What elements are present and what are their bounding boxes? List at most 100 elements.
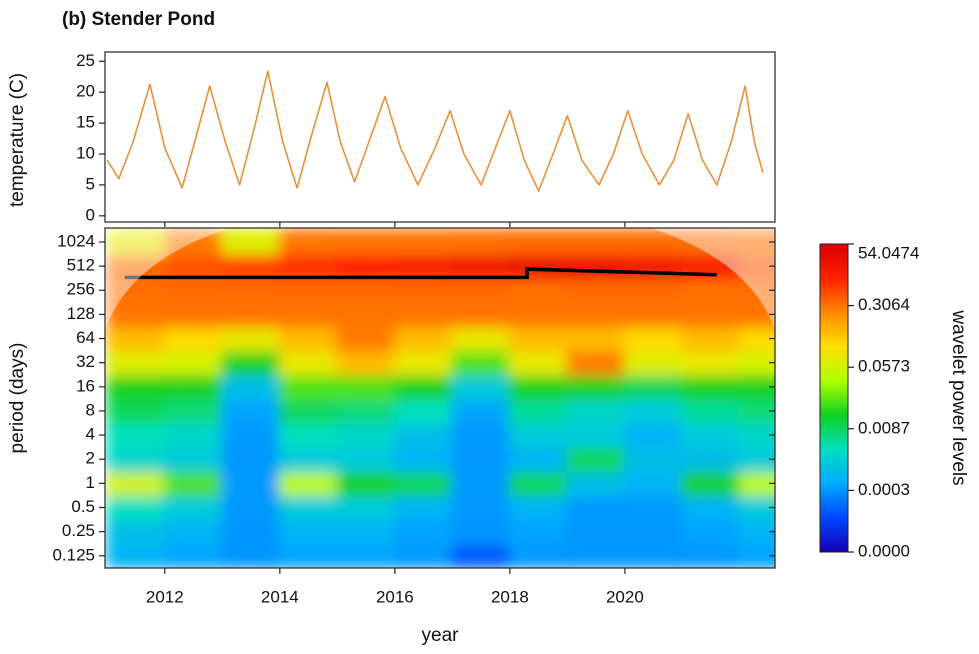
x-tick-label: 2014 <box>261 587 299 606</box>
heat-cell <box>681 349 741 376</box>
chart-title: (b) Stender Pond <box>62 9 215 30</box>
heat-cell <box>623 277 684 304</box>
colorbar-tick-label: 0.0003 <box>858 480 910 499</box>
heat-cell <box>681 325 741 352</box>
heat-cell <box>508 518 569 545</box>
heat-cell <box>451 349 511 376</box>
heat-cell <box>278 277 339 304</box>
heat-cell <box>681 301 741 328</box>
heat-cell <box>681 494 741 521</box>
heat-cell <box>623 542 684 568</box>
y-tick-label: 0.25 <box>62 521 95 540</box>
heat-cell <box>738 325 775 352</box>
heat-cell <box>106 494 166 521</box>
heat-cell <box>106 228 166 256</box>
heat-cell <box>451 446 511 473</box>
heat-cell <box>221 518 281 545</box>
heat-cell <box>508 542 569 568</box>
heat-cell <box>393 470 454 497</box>
heat-cell <box>623 325 684 352</box>
heat-cell <box>738 470 775 497</box>
heat-cell <box>508 325 569 352</box>
heat-cell <box>738 542 775 568</box>
heat-cell <box>278 542 339 568</box>
heat-cell <box>163 518 224 545</box>
heat-cell <box>163 397 224 425</box>
heat-cell <box>623 518 684 545</box>
heat-cell <box>681 277 741 304</box>
y-tick-label: 0.5 <box>71 497 95 516</box>
heat-cell <box>106 301 166 328</box>
heat-cell <box>623 397 684 425</box>
heat-cell <box>278 494 339 521</box>
colorbar <box>819 243 849 553</box>
heat-cell <box>278 470 339 497</box>
heat-cell <box>221 373 281 400</box>
heat-cell <box>163 325 224 352</box>
heat-cell <box>451 422 511 449</box>
heat-cell <box>566 349 626 376</box>
y-axis-label: period (days) <box>7 343 28 454</box>
x-tick-label: 2016 <box>376 587 414 606</box>
y-tick-label: 0.125 <box>52 545 95 564</box>
heat-cell <box>738 446 775 473</box>
y-tick-label: 0 <box>86 205 95 224</box>
heat-cell <box>221 397 281 425</box>
heat-cell <box>336 518 396 545</box>
heat-cell <box>738 349 775 376</box>
heat-cell <box>738 228 775 256</box>
heat-cell <box>163 228 224 256</box>
heat-cell <box>106 373 166 400</box>
heat-cell <box>336 301 396 328</box>
y-tick-label: 128 <box>67 304 95 323</box>
heat-cell <box>336 277 396 304</box>
heat-cell <box>566 470 626 497</box>
heat-cell <box>681 470 741 497</box>
y-tick-label: 5 <box>86 174 95 193</box>
y-tick-label: 2 <box>86 449 95 468</box>
heat-cell <box>738 397 775 425</box>
y-tick-label: 25 <box>76 51 95 70</box>
heat-cell <box>451 253 511 280</box>
heat-cell <box>566 397 626 425</box>
heat-cell <box>163 373 224 400</box>
y-tick-label: 1 <box>86 473 95 492</box>
heat-cell <box>336 446 396 473</box>
heat-cell <box>566 253 626 280</box>
temperature-line <box>106 70 764 192</box>
heat-cell <box>508 373 569 400</box>
heat-cell <box>566 422 626 449</box>
heat-cell <box>566 228 626 256</box>
heat-cell <box>393 253 454 280</box>
cone-of-influence <box>105 228 775 330</box>
y-tick-label: 16 <box>76 376 95 395</box>
heat-cell <box>163 494 224 521</box>
heat-cell <box>738 518 775 545</box>
y-tick-label: 512 <box>67 256 95 275</box>
heat-cell <box>566 446 626 473</box>
heat-cell <box>106 349 166 376</box>
heat-cell <box>106 470 166 497</box>
heat-cell <box>393 325 454 352</box>
heat-cell <box>623 494 684 521</box>
heat-cell <box>738 373 775 400</box>
heat-cell <box>566 301 626 328</box>
heat-cell <box>221 494 281 521</box>
heat-cell <box>738 494 775 521</box>
heat-cell <box>106 422 166 449</box>
colorbar-label: wavelet power levels <box>948 309 969 485</box>
heat-cell <box>681 422 741 449</box>
heat-cell <box>393 373 454 400</box>
heat-cell <box>738 253 775 280</box>
heat-cell <box>623 349 684 376</box>
heat-cell <box>278 422 339 449</box>
heat-cell <box>106 277 166 304</box>
plot-frame <box>104 227 776 569</box>
heat-cell <box>163 301 224 328</box>
heat-cell <box>738 301 775 328</box>
heat-cell <box>163 349 224 376</box>
heat-cell <box>393 301 454 328</box>
heat-cell <box>508 422 569 449</box>
heat-cell <box>336 397 396 425</box>
y-tick-label: 20 <box>76 82 95 101</box>
